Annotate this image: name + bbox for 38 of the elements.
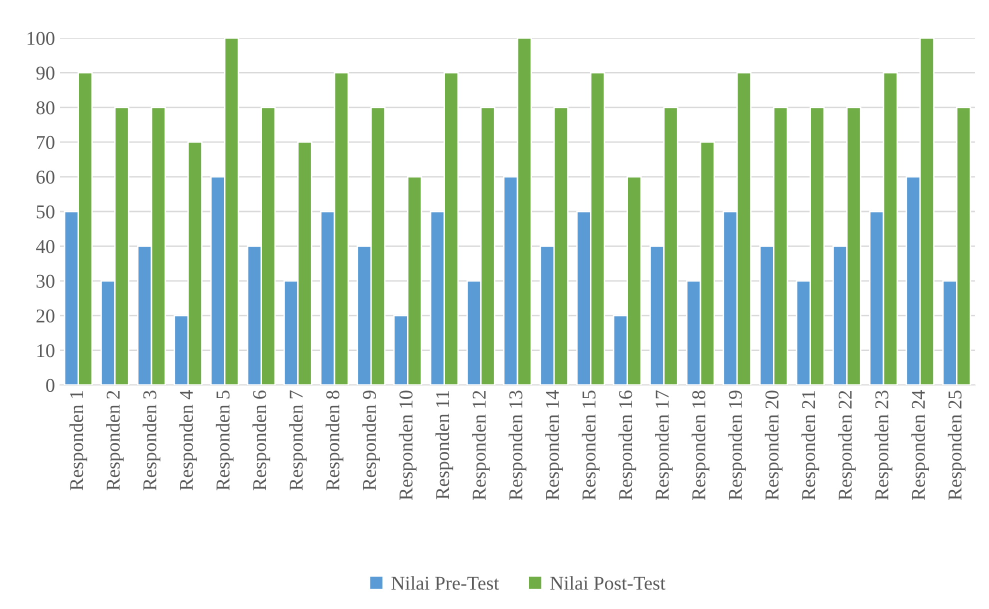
x-tick-label: Responden 13	[508, 390, 526, 500]
x-tick-label: Responden 25	[948, 390, 966, 500]
legend-label: Nilai Pre-Test	[391, 576, 500, 590]
x-tick-label: Responden 1	[69, 391, 88, 490]
y-tick-label: 100	[28, 32, 54, 45]
x-tick-label: Responden 7	[289, 390, 307, 490]
x-tick-label: Responden 9	[362, 390, 380, 490]
x-tick-label: Responden 22	[838, 390, 856, 500]
y-tick-label: 80	[36, 101, 54, 114]
legend-label: Nilai Post-Test	[550, 576, 666, 590]
y-tick-label: 20	[36, 309, 54, 323]
x-tick-label: Responden 17	[655, 390, 673, 500]
x-tick-label: Responden 20	[764, 390, 783, 500]
x-tick-label: Responden 5	[216, 390, 234, 490]
x-tick-label: Responden 8	[326, 390, 344, 490]
x-tick-label: Responden 2	[106, 390, 124, 490]
x-tick-label: Responden 24	[911, 390, 929, 500]
x-tick-label: Responden 10	[398, 390, 417, 500]
y-tick-label: 40	[36, 240, 54, 254]
y-tick-label: 10	[37, 344, 54, 358]
x-tick-label: Responden 6	[252, 390, 270, 490]
x-tick-label: Responden 14	[545, 390, 563, 500]
y-tick-label: 70	[36, 136, 54, 150]
y-tick-label: 60	[36, 170, 54, 184]
x-tick-label: Responden 21	[801, 391, 820, 500]
x-tick-label: Responden 15	[582, 390, 600, 500]
x-tick-label: Responden 19	[728, 390, 746, 500]
y-tick-label: 90	[36, 66, 54, 80]
x-tick-label: Responden 11	[435, 391, 454, 500]
x-tick-label: Responden 23	[874, 390, 892, 500]
x-tick-label: Responden 4	[179, 390, 197, 490]
y-tick-label: 0	[46, 378, 54, 392]
y-tick-label: 50	[36, 205, 54, 218]
x-tick-label: Responden 16	[618, 390, 636, 500]
x-tick-label: Responden 12	[472, 390, 490, 500]
y-tick-label: 30	[36, 274, 54, 288]
x-tick-label: Responden 3	[142, 390, 160, 490]
x-tick-label: Responden 18	[692, 390, 710, 500]
